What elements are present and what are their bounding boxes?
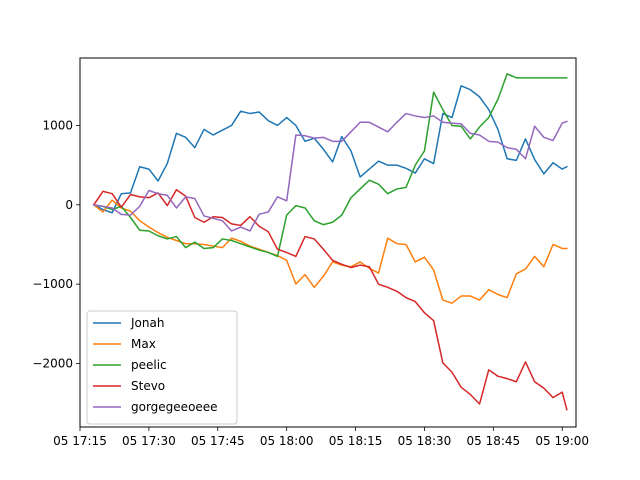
legend: Jonah Max peelic Stevo gorgegeeoeee xyxy=(86,310,238,425)
x-tick-label: 05 19:00 xyxy=(535,434,589,448)
x-axis: 05 17:15 05 17:30 05 17:45 05 18:00 05 18:15… xyxy=(53,427,589,448)
series-line-max xyxy=(92,199,568,304)
x-tick-label: 05 18:30 xyxy=(398,434,452,448)
legend-label-max: Max xyxy=(131,337,156,351)
series-layer xyxy=(92,73,568,411)
series-line-peelic xyxy=(92,73,568,258)
y-axis: −2000 −1000 0 1000 xyxy=(32,118,80,371)
plot-frame xyxy=(79,57,577,428)
legend-box xyxy=(86,310,238,425)
x-tick-label: 05 18:45 xyxy=(466,434,520,448)
x-tick-label: 05 17:15 xyxy=(53,434,107,448)
series-line-jonah xyxy=(92,85,568,214)
x-tick-label: 05 17:45 xyxy=(191,434,245,448)
series-line-stevo xyxy=(92,188,568,411)
x-tick-label: 05 17:30 xyxy=(122,434,176,448)
series-line-gorgegeeoeee xyxy=(92,112,568,232)
legend-label-peelic: peelic xyxy=(131,358,167,372)
y-tick-label: −1000 xyxy=(32,277,73,291)
y-tick-label: 0 xyxy=(65,198,73,212)
legend-label-stevo: Stevo xyxy=(131,379,165,393)
x-tick-label: 05 18:15 xyxy=(329,434,383,448)
y-tick-label: 1000 xyxy=(42,118,73,132)
x-tick-label: 05 18:00 xyxy=(260,434,314,448)
y-tick-label: −2000 xyxy=(32,357,73,371)
legend-label-gorgegeeoeee: gorgegeeoeee xyxy=(131,400,218,414)
legend-label-jonah: Jonah xyxy=(130,316,164,330)
